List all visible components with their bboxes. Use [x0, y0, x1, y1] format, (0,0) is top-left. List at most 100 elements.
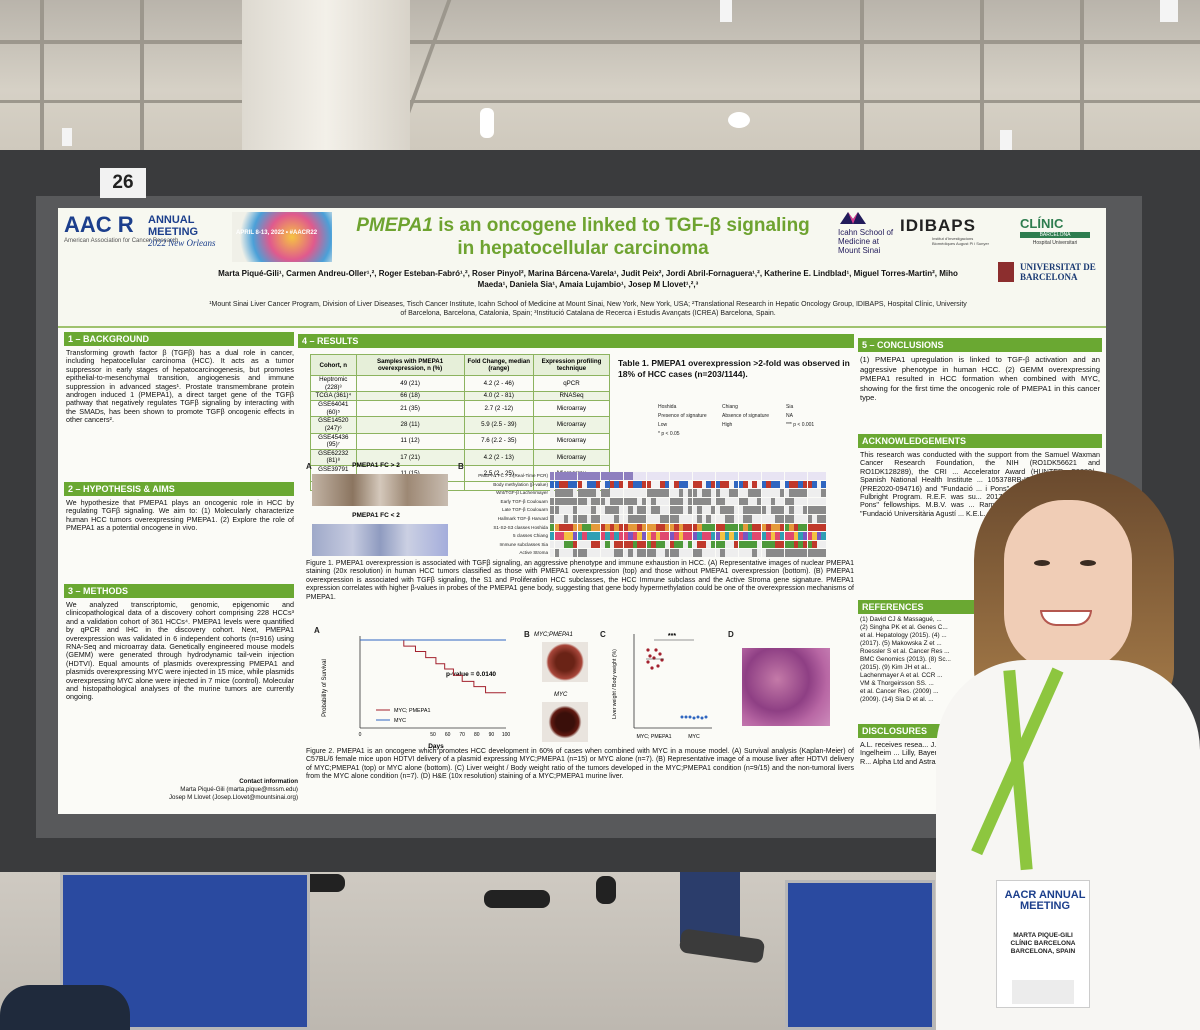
heatmap-cell — [821, 523, 826, 532]
heatmap-cell — [642, 549, 647, 557]
heatmap-cell — [711, 523, 716, 532]
heatmap-cell — [757, 472, 762, 480]
heatmap-cell — [766, 472, 771, 480]
heatmap-cell — [807, 540, 812, 549]
hall-ceiling — [0, 0, 1200, 150]
legend-item: Chiang — [722, 404, 738, 410]
table-cell: 11 (12) — [355, 432, 465, 450]
heatmap-cell — [701, 540, 707, 549]
heatmap-cell — [789, 532, 794, 540]
heatmap-cell — [678, 497, 684, 506]
heatmap-cell — [669, 472, 674, 480]
heatmap-cell — [752, 515, 757, 523]
heatmap-cell — [724, 540, 730, 549]
ceiling-light — [1000, 130, 1012, 150]
heatmap-cell — [637, 515, 642, 523]
contact-label: Contact information — [239, 778, 298, 785]
heatmap-cell — [752, 506, 757, 514]
heatmap-cell — [678, 515, 684, 523]
heatmap-cell — [715, 523, 720, 532]
heatmap-cell — [550, 523, 555, 532]
heatmap-cell — [807, 489, 812, 497]
heatmap-cell — [775, 480, 780, 489]
heatmap-cell — [720, 489, 725, 497]
heatmap-cell — [591, 549, 596, 557]
table-cell: 4.2 (2 - 13) — [463, 448, 534, 466]
heatmap-cell — [752, 472, 757, 480]
heatmap-row-label: Early TGF-β Coulouarn — [500, 498, 549, 504]
heatmap-cell — [665, 532, 670, 540]
heatmap-cell — [665, 506, 670, 514]
heatmap-cell — [738, 480, 743, 489]
heatmap-cell — [600, 540, 605, 549]
heatmap-cell — [803, 515, 808, 523]
heatmap-cell — [637, 532, 642, 540]
heatmap-cell — [619, 472, 624, 480]
mouse-liver-myc — [542, 702, 588, 742]
heatmap-cell — [803, 506, 808, 514]
heatmap-cell — [665, 480, 670, 489]
heatmap-cell — [761, 540, 766, 549]
heatmap-cell — [660, 489, 665, 497]
heatmap-cell — [789, 523, 794, 532]
heatmap-cell — [651, 540, 656, 549]
heatmap-cell — [697, 497, 702, 506]
heatmap-cell — [720, 497, 725, 506]
heatmap-cell — [807, 472, 812, 480]
heatmap-cell — [793, 472, 799, 480]
heatmap-cell — [573, 532, 578, 540]
heatmap-cell — [605, 532, 610, 540]
heatmap-cell — [803, 489, 808, 497]
heatmap-cell — [761, 532, 766, 540]
heatmap-cell — [563, 549, 569, 557]
heatmap-cell — [738, 506, 743, 514]
data-point — [696, 715, 700, 719]
heatmap-cell — [706, 472, 711, 480]
heatmap-cell — [596, 549, 601, 557]
heatmap-cell — [678, 480, 684, 489]
heatmap-cell — [665, 515, 670, 523]
heatmap-cell — [646, 515, 651, 523]
heatmap-cell — [683, 532, 688, 540]
heatmap-cell — [605, 497, 610, 506]
heatmap-cell — [596, 506, 601, 514]
heatmap-cell — [798, 480, 803, 489]
heatmap-cell — [596, 489, 601, 497]
heatmap-cell — [780, 472, 785, 480]
heatmap-cell — [591, 480, 596, 489]
table-cell: GSE64041 (60)⁵ — [310, 400, 357, 418]
heatmap-cell — [596, 472, 601, 480]
heatmap-cell — [669, 540, 674, 549]
heatmap-cell — [674, 515, 679, 523]
heatmap-cell — [701, 532, 707, 540]
heatmap-cell — [793, 506, 799, 514]
heatmap-cell — [683, 497, 688, 506]
c-points-myc-pmepa1 — [646, 648, 664, 670]
heatmap-cell — [757, 523, 762, 532]
heatmap-cell — [752, 523, 757, 532]
figure1-legend: Hoshida Chiang Sia Presence of signature Abs… — [658, 404, 854, 458]
heatmap-cell — [591, 489, 596, 497]
reference-item: et al. Hepatology (2015). (4) ... — [860, 632, 947, 639]
heatmap-cell — [651, 532, 656, 540]
heatmap-cell — [757, 549, 762, 557]
heatmap-row-label: Late TGF-β Coulouarn — [502, 507, 548, 513]
heatmap-cell — [738, 515, 743, 523]
heatmap-cell — [669, 532, 674, 540]
heatmap-cell — [752, 540, 757, 549]
heatmap-cell — [568, 472, 573, 480]
table-row: TCGA (361)⁴ 66 (18) 4.0 (2 - 81) RNASeq — [310, 391, 611, 402]
table-cell: 5.9 (2.5 - 39) — [463, 416, 534, 434]
heatmap-cell — [720, 506, 725, 514]
data-point — [648, 654, 652, 658]
heatmap-cell — [582, 489, 587, 497]
table-cell: GSE14520 (247)⁶ — [310, 416, 357, 434]
heatmap-cell — [586, 532, 592, 540]
heatmap-cell — [660, 532, 665, 540]
heatmap-cell — [688, 497, 693, 506]
heatmap-cell — [711, 540, 716, 549]
heatmap-cell — [807, 480, 812, 489]
legend-item: High — [722, 422, 733, 428]
heatmap-cell — [793, 497, 799, 506]
heatmap-cell — [605, 549, 610, 557]
